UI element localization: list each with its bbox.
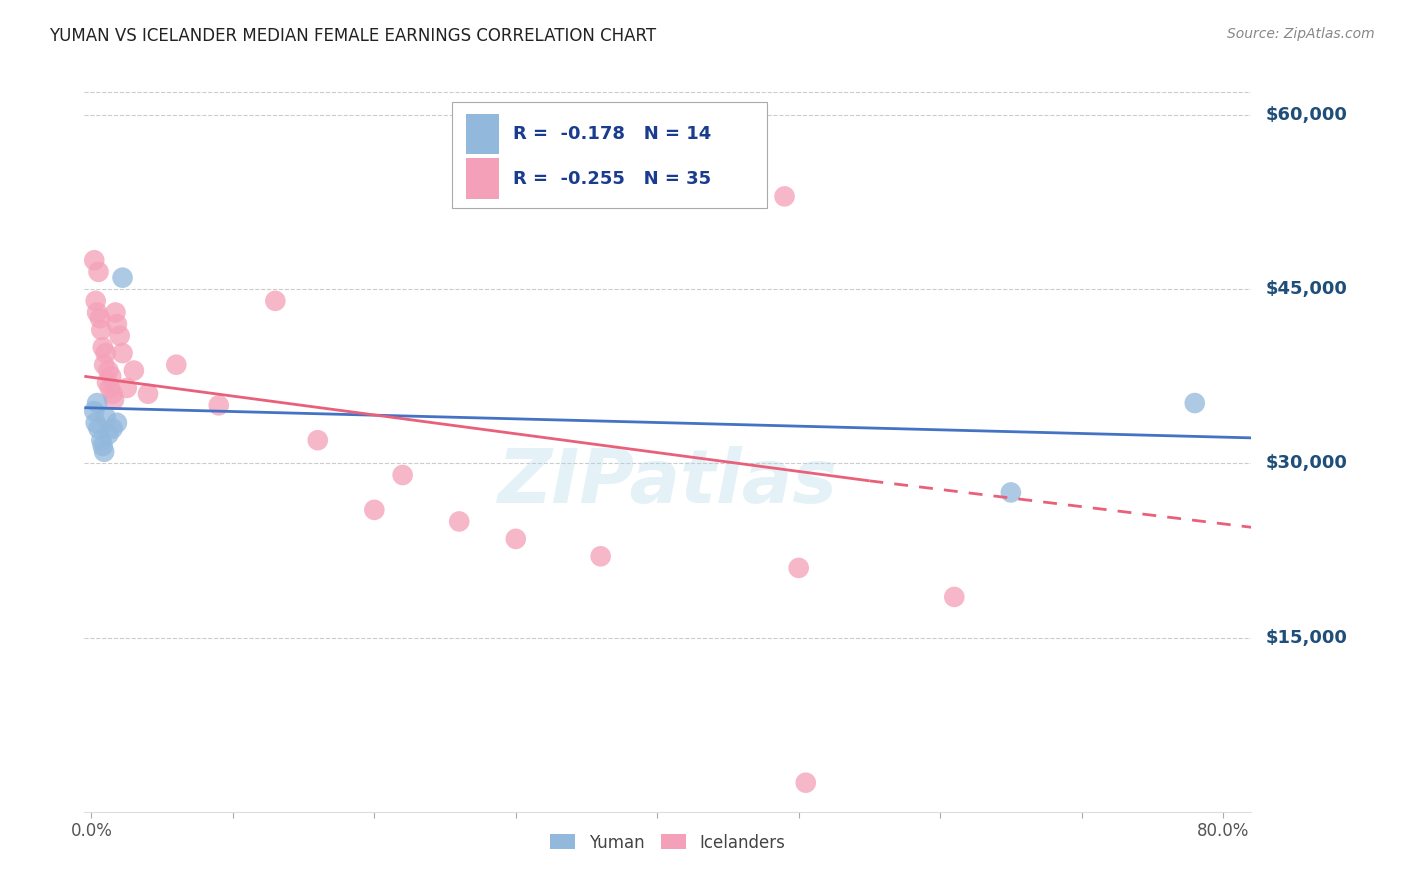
Point: [105, 416, 128, 430]
Text: YUMAN VS ICELANDER MEDIAN FEMALE EARNINGS CORRELATION CHART: YUMAN VS ICELANDER MEDIAN FEMALE EARNING…: [49, 27, 657, 45]
Point: [108, 328, 131, 343]
Text: ZIPatlas: ZIPatlas: [498, 446, 838, 519]
Point: [83, 253, 105, 268]
Point: [449, 515, 471, 529]
Point: [86, 396, 108, 410]
Point: [96, 375, 118, 389]
Legend: Yuman, Icelanders: Yuman, Icelanders: [544, 827, 792, 858]
Point: [83, 404, 105, 418]
Point: [97, 427, 120, 442]
Text: $60,000: $60,000: [1265, 106, 1347, 124]
Text: $30,000: $30,000: [1265, 454, 1347, 473]
Point: [87, 265, 110, 279]
Point: [89, 311, 111, 326]
FancyBboxPatch shape: [451, 103, 768, 209]
Point: [589, 549, 612, 564]
Point: [101, 421, 124, 435]
Point: [1184, 396, 1206, 410]
Point: [794, 775, 817, 789]
Point: [94, 346, 117, 360]
Point: [100, 369, 122, 384]
Point: [165, 358, 187, 372]
Bar: [465, 159, 499, 199]
Point: [111, 346, 134, 360]
Point: [943, 590, 966, 604]
Point: [1000, 485, 1022, 500]
Point: [122, 363, 145, 377]
Point: [307, 433, 329, 447]
Point: [84, 416, 107, 430]
Point: [93, 445, 115, 459]
Point: [363, 503, 385, 517]
Point: [103, 392, 125, 407]
Point: [94, 409, 117, 424]
Point: [787, 561, 810, 575]
Text: R =  -0.178   N = 14: R = -0.178 N = 14: [513, 125, 711, 143]
Point: [93, 358, 115, 372]
Point: [97, 363, 120, 377]
Point: [84, 293, 107, 308]
Point: [98, 381, 121, 395]
Point: [773, 189, 796, 203]
Point: [136, 386, 159, 401]
Point: [505, 532, 527, 546]
Point: [115, 381, 138, 395]
Text: $45,000: $45,000: [1265, 280, 1347, 298]
Bar: [465, 114, 499, 154]
Point: [105, 317, 128, 331]
Point: [91, 340, 114, 354]
Point: [264, 293, 287, 308]
Point: [104, 305, 127, 319]
Text: $15,000: $15,000: [1265, 629, 1347, 647]
Point: [101, 386, 124, 401]
Point: [86, 305, 108, 319]
Point: [90, 433, 112, 447]
Point: [391, 468, 413, 483]
Point: [208, 398, 231, 412]
Point: [90, 323, 112, 337]
Point: [91, 439, 114, 453]
Text: Source: ZipAtlas.com: Source: ZipAtlas.com: [1227, 27, 1375, 41]
Text: R =  -0.255   N = 35: R = -0.255 N = 35: [513, 169, 711, 187]
Point: [87, 421, 110, 435]
Point: [111, 270, 134, 285]
